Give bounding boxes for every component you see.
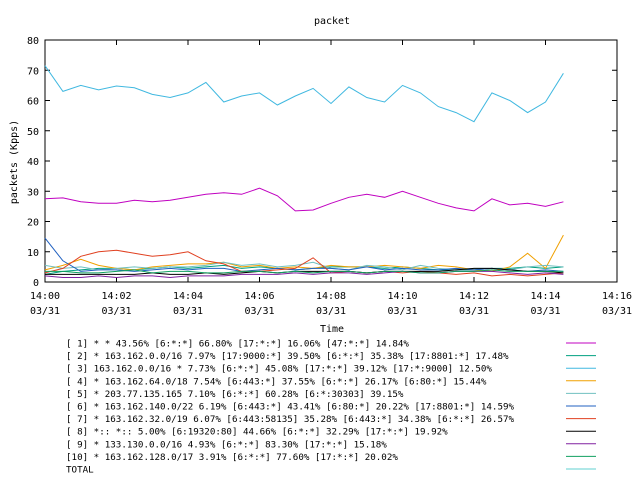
series-line-6 [44, 237, 564, 272]
y-axis-label: packets (Kpps) [9, 120, 20, 204]
series-line-8 [45, 267, 564, 275]
y-tick-label: 80 [27, 36, 39, 47]
x-tick-label-time: 14:12 [459, 291, 489, 302]
x-tick-label-date: 03/31 [101, 306, 131, 317]
series-line-10 [45, 269, 564, 274]
x-tick-label-date: 03/31 [459, 306, 489, 317]
series-line-7 [44, 249, 564, 277]
legend-label: [ 3] 163.162.0.0/16 * 7.73% [6:*:*] 45.0… [66, 364, 492, 375]
x-axis-label: Time [320, 324, 344, 335]
legend-label: [ 6] * 163.162.140.0/22 6.19% [6:443:*] … [66, 402, 515, 413]
legend-label: [ 2] * 163.162.0.0/16 7.97% [17:9000:*] … [66, 351, 509, 362]
legend-label: [ 7] * 163.162.32.0/19 6.07% [6:443:5813… [66, 414, 515, 425]
series-lines [44, 65, 564, 279]
x-tick-label-date: 03/31 [244, 306, 274, 317]
series-line-3 [44, 65, 564, 123]
x-tick-label-date: 03/31 [316, 306, 346, 317]
x-tick-label-date: 03/31 [602, 306, 632, 317]
y-tick-label: 0 [33, 278, 39, 289]
plot-frame [44, 39, 618, 283]
legend-label: [ 1] * * 43.56% [6:*:*] 66.80% [17:*:*] … [66, 339, 409, 350]
legend-label: [10] * 163.162.128.0/17 3.91% [6:*:*] 77… [66, 452, 398, 463]
x-tick-label-time: 14:02 [101, 291, 131, 302]
series-line-1 [44, 187, 564, 212]
x-tick-label-time: 14:00 [30, 291, 60, 302]
x-tick-label-date: 03/31 [30, 306, 60, 317]
series-line-4 [44, 234, 564, 272]
y-tick-label: 10 [27, 248, 39, 259]
legend-label: [ 9] * 133.130.0.0/16 4.93% [6:*:*] 83.3… [66, 439, 387, 450]
y-tick-label: 20 [27, 218, 39, 229]
x-tick-label-time: 14:08 [316, 291, 346, 302]
x-tick-label-time: 14:14 [530, 291, 560, 302]
y-tick-label: 40 [27, 157, 39, 168]
y-tick-label: 60 [27, 97, 39, 108]
legend-label: TOTAL [66, 465, 94, 476]
chart-title: packet [314, 16, 350, 27]
x-tick-label-date: 03/31 [530, 306, 560, 317]
x-tick-label-date: 03/31 [173, 306, 203, 317]
x-tick-label-time: 14:10 [387, 291, 417, 302]
axes: 0 10 20 30 40 50 60 70 80 14:00 03/31 14:02 03/31 14:… [27, 36, 632, 317]
x-tick-label-date: 03/31 [387, 306, 417, 317]
legend-label: [ 5] * 203.77.135.165 7.10% [6:*:*] 60.2… [66, 389, 404, 400]
x-tick-label-time: 14:04 [173, 291, 203, 302]
y-tick-label: 70 [27, 66, 39, 77]
y-tick-label: 50 [27, 127, 39, 138]
x-tick-label-time: 14:06 [244, 291, 274, 302]
legend-label: [ 4] * 163.162.64.0/18 7.54% [6:443:*] 3… [66, 376, 487, 387]
legend-label: [ 8] *:: *:: 5.00% [6:19320:80] 44.66% [… [66, 427, 448, 438]
x-tick-label-time: 14:16 [602, 291, 632, 302]
legend: [ 1] * * 43.56% [6:*:*] 66.80% [17:*:*] … [66, 339, 596, 476]
y-tick-label: 30 [27, 187, 39, 198]
series-line-2 [44, 264, 564, 275]
